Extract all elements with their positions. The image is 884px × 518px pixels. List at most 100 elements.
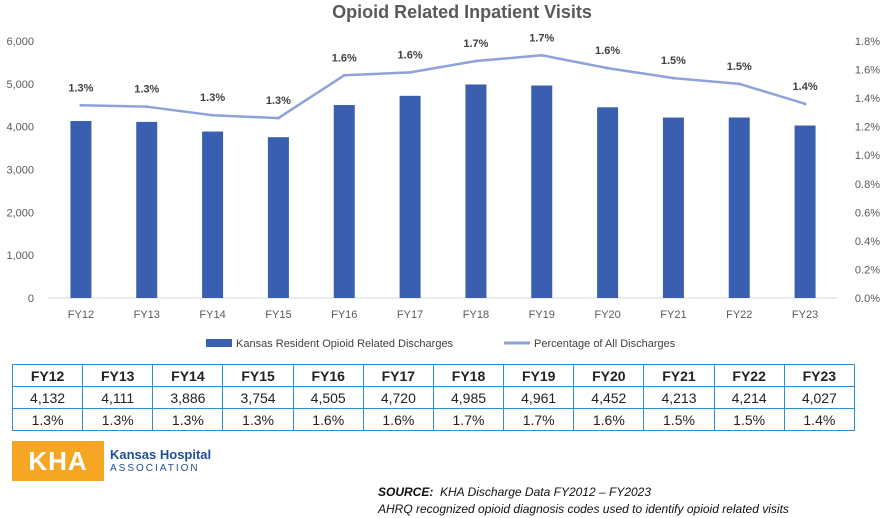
table-cell-percent: 1.6% — [362, 408, 434, 431]
line-data-label: 1.6% — [332, 52, 357, 64]
line-point — [276, 116, 280, 120]
chart-title: Opioid Related Inpatient Visits — [332, 2, 592, 22]
bar — [465, 84, 487, 298]
y-right-tick-label: 0.0% — [855, 293, 880, 305]
y-left-tick-label: 0 — [28, 293, 34, 305]
table-row-counts: 4,132 4,111 3,886 3,754 4,505 4,720 4,985 4,961… — [11, 386, 856, 409]
table-cell-count: 4,214 — [713, 386, 785, 409]
y-right-tick-label: 1.4% — [855, 93, 880, 105]
x-tick-label: FY12 — [68, 309, 94, 321]
line-point — [408, 70, 412, 74]
x-tick-label: FY22 — [726, 309, 752, 321]
line-point — [474, 59, 478, 63]
line-data-label: 1.5% — [661, 55, 686, 67]
y-right-tick-label: 1.8% — [855, 36, 880, 48]
x-tick-label: FY15 — [265, 309, 291, 321]
table-header-cell: FY23 — [783, 364, 856, 387]
line-point — [803, 102, 807, 106]
table-cell-count: 4,985 — [432, 386, 505, 409]
y-left-tick-label: 3,000 — [6, 165, 34, 177]
x-tick-label: FY20 — [594, 309, 620, 321]
bar — [597, 107, 619, 298]
table-header-cell: FY18 — [432, 364, 505, 387]
series-line — [80, 54, 806, 120]
table-header-cell: FY14 — [152, 364, 224, 387]
source-text: KHA Discharge Data FY2012 – FY2023 — [440, 485, 652, 499]
bar — [70, 121, 92, 298]
table-cell-percent: 1.3% — [82, 408, 154, 431]
table-cell-count: 3,886 — [152, 386, 224, 409]
y-left-tick-label: 5,000 — [6, 79, 34, 91]
table-cell-count: 4,027 — [783, 386, 856, 409]
table-row-percents: 1.3% 1.3% 1.3% 1.3% 1.6% 1.6% 1.7% 1.7% 1.6% 1.5%… — [11, 408, 856, 431]
y-left-tick-label: 1,000 — [6, 250, 34, 262]
y-left-tick-label: 4,000 — [6, 122, 34, 134]
source-label: SOURCE: — [378, 485, 434, 499]
table-header-cell: FY21 — [643, 364, 715, 387]
table-header-cell: FY15 — [222, 364, 294, 387]
y-left-tick-label: 2,000 — [6, 207, 34, 219]
line-data-label: 1.3% — [134, 84, 159, 96]
bar — [531, 85, 553, 298]
table-cell-percent: 1.5% — [643, 408, 715, 431]
x-axis: FY12 FY13 FY14 FY15 FY16 FY17 FY18 FY19 FY20 FY21… — [68, 309, 818, 321]
bar — [662, 117, 684, 298]
bar — [267, 137, 289, 298]
logo-mark: KHA — [12, 441, 104, 481]
table-cell-count: 4,961 — [503, 386, 575, 409]
line-point — [671, 76, 675, 80]
table-header-row: FY12 FY13 FY14 FY15 FY16 FY17 FY18 FY19 FY20 FY21… — [11, 364, 856, 387]
y-axis-right: 0.0% 0.2% 0.4% 0.6% 0.8% 1.0% 1.2% 1.4% 1.6% 1.8% — [855, 36, 880, 305]
y-right-tick-label: 0.8% — [855, 179, 880, 191]
table-header-cell: FY13 — [82, 364, 154, 387]
x-tick-label: FY13 — [134, 309, 160, 321]
line-data-label: 1.3% — [200, 92, 225, 104]
table-cell-percent: 1.4% — [783, 408, 856, 431]
bar-series — [70, 84, 816, 299]
line-data-label: 1.6% — [595, 45, 620, 57]
table-cell-percent: 1.3% — [11, 408, 84, 431]
table-cell-count: 4,132 — [11, 386, 84, 409]
y-left-tick-label: 6,000 — [6, 36, 34, 48]
table-cell-percent: 1.3% — [152, 408, 224, 431]
line-point — [540, 53, 544, 57]
logo-name-line2: ASSOCIATION — [110, 463, 200, 474]
line-series — [79, 53, 807, 120]
table-header-cell: FY22 — [713, 364, 785, 387]
x-tick-label: FY21 — [660, 309, 686, 321]
line-point — [606, 66, 610, 70]
data-table: FY12 FY13 FY14 FY15 FY16 FY17 FY18 FY19 FY20 FY21… — [11, 364, 856, 431]
line-data-label: 1.7% — [529, 32, 554, 44]
line-data-label: 1.3% — [68, 82, 93, 94]
table-cell-percent: 1.6% — [292, 408, 364, 431]
source-line1: SOURCE: KHA Discharge Data FY2012 – FY20… — [378, 484, 789, 501]
bar — [728, 117, 750, 298]
source-line2: AHRQ recognized opioid diagnosis codes u… — [378, 502, 789, 516]
legend-swatch-bars — [206, 339, 232, 347]
table-header-cell: FY12 — [11, 364, 84, 387]
y-axis-left: 0 1,000 2,000 3,000 4,000 5,000 6,000 — [6, 36, 34, 305]
y-right-tick-label: 0.2% — [855, 264, 880, 276]
y-right-tick-label: 1.2% — [855, 122, 880, 134]
line-data-label: 1.4% — [793, 81, 818, 93]
x-tick-label: FY17 — [397, 309, 423, 321]
kha-logo: KHA Kansas Hospital ASSOCIATION — [12, 441, 211, 481]
y-right-tick-label: 1.0% — [855, 150, 880, 162]
table-cell-percent: 1.5% — [713, 408, 785, 431]
table-cell-percent: 1.7% — [503, 408, 575, 431]
legend-label-bars: Kansas Resident Opioid Related Discharge… — [236, 338, 454, 350]
bar — [333, 105, 355, 299]
bar — [794, 125, 816, 299]
table-cell-count: 3,754 — [222, 386, 294, 409]
source-note: SOURCE: KHA Discharge Data FY2012 – FY20… — [378, 484, 789, 518]
bar — [202, 131, 224, 298]
line-data-label: 1.6% — [398, 49, 423, 61]
line-point — [211, 113, 215, 117]
table-cell-count: 4,720 — [362, 386, 434, 409]
x-tick-label: FY18 — [463, 309, 489, 321]
legend-label-line: Percentage of All Discharges — [534, 338, 676, 350]
table-cell-count: 4,505 — [292, 386, 364, 409]
table-cell-percent: 1.3% — [222, 408, 294, 431]
combo-chart: Opioid Related Inpatient Visits 0 1,000 2,… — [6, 2, 880, 350]
line-data-label: 1.7% — [463, 38, 488, 50]
